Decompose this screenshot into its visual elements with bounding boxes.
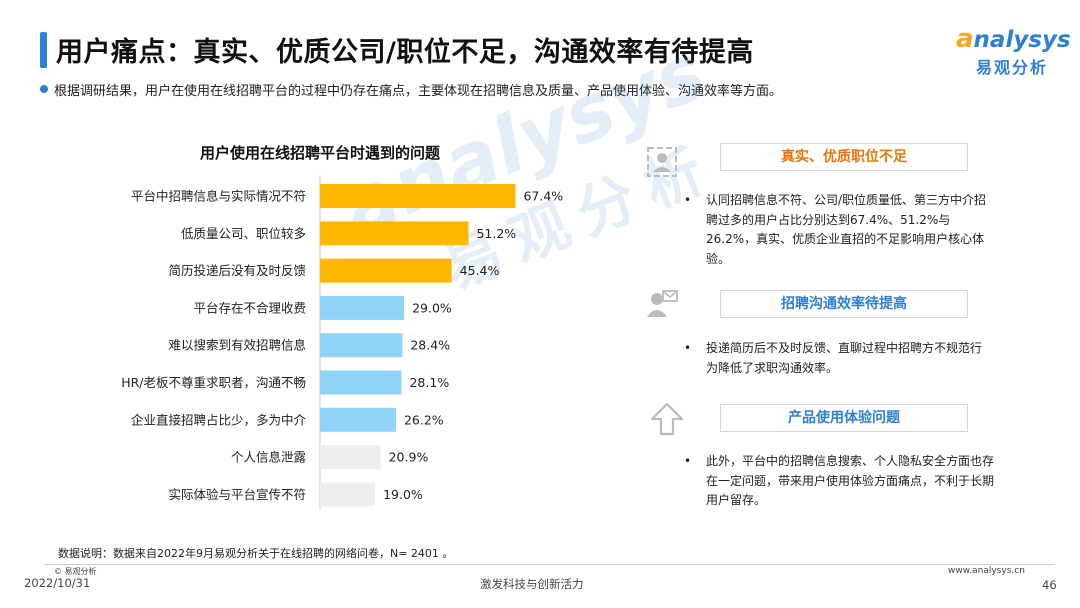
id-card-icon (647, 147, 677, 177)
section-text-communication: • 投递简历后不及时反馈、直聊过程中招聘方不规范行为降低了求职沟通效率。 (684, 341, 983, 375)
analysys-logo: analysys 易观分析 (956, 24, 1071, 77)
page-title: 用户痛点：真实、优质公司/职位不足，沟通效率有待提高 (56, 37, 754, 68)
value-label: 20.9% (389, 450, 429, 465)
bar (320, 184, 516, 208)
logo-chinese: 易观分析 (976, 58, 1049, 77)
bar-chart: 平台中招聘信息与实际情况不符 67.4% 低质量公司、职位较多 51.2% 简历投递后没… (121, 175, 563, 510)
category-label: 企业直接招聘占比少，多为中介 (131, 412, 307, 427)
category-label: HR/老板不尊重求职者，沟通不畅 (121, 375, 306, 390)
bar (320, 221, 469, 246)
category-label: 平台中招聘信息与实际情况不符 (131, 189, 306, 204)
page-number: 46 (1042, 578, 1057, 592)
website-link[interactable]: www.analysys.cn (948, 566, 1025, 576)
section-title-real-jobs: 真实、优质职位不足 (720, 143, 968, 171)
value-label: 26.2% (404, 412, 444, 427)
value-label: 45.4% (460, 263, 500, 278)
bar (320, 333, 403, 358)
logo-english: analysys (956, 24, 1071, 54)
section-text-experience: • 此外，平台中的招聘信息搜索、个人隐私安全方面也存在一定问题，带来用户使用体验… (684, 454, 995, 507)
value-label: 19.0% (383, 487, 423, 502)
copyright: © 易观分析 (54, 567, 97, 576)
section-text-real-jobs: • 认同招聘信息不符、公司/职位质量低、第三方中介招聘过多的用户占比分别达到67… (684, 193, 987, 266)
value-label: 28.4% (410, 338, 450, 353)
bar (320, 295, 405, 320)
value-label: 28.1% (409, 375, 449, 390)
category-label: 实际体验与平台宣传不符 (168, 487, 306, 502)
report-date: 2022/10/31 (24, 576, 91, 590)
category-label: 难以搜索到有效招聘信息 (168, 338, 306, 353)
category-label: 简历投递后没有及时反馈 (168, 263, 306, 278)
value-label: 29.0% (412, 300, 452, 315)
category-label: 低质量公司、职位较多 (181, 226, 306, 241)
section-title-communication: 招聘沟通效率待提高 (720, 290, 968, 318)
title-accent-bar (40, 32, 47, 68)
bar (320, 370, 402, 395)
value-label: 67.4% (523, 189, 563, 204)
intro-text: 根据调研结果，用户在使用在线招聘平台的过程中仍存在痛点，主要体现在招聘信息及质量… (54, 84, 783, 99)
bar (320, 407, 396, 432)
category-label: 个人信息泄露 (231, 450, 307, 465)
person-message-icon (647, 290, 678, 317)
bar (320, 258, 452, 283)
bar (320, 445, 381, 470)
footer-divider (44, 564, 1054, 565)
slogan: 激发科技与创新活力 (480, 577, 584, 591)
value-label: 51.2% (476, 226, 516, 241)
data-note: 数据说明：数据来自2022年9月易观分析关于在线招聘的网络问卷，N= 2401 … (58, 547, 454, 560)
chart-title: 用户使用在线招聘平台时遇到的问题 (200, 144, 441, 162)
bullet-dot-icon (40, 85, 48, 93)
bar (320, 482, 376, 507)
arrow-up-icon (650, 402, 684, 436)
section-title-experience: 产品使用体验问题 (720, 404, 968, 432)
category-label: 平台存在不合理收费 (193, 300, 306, 315)
